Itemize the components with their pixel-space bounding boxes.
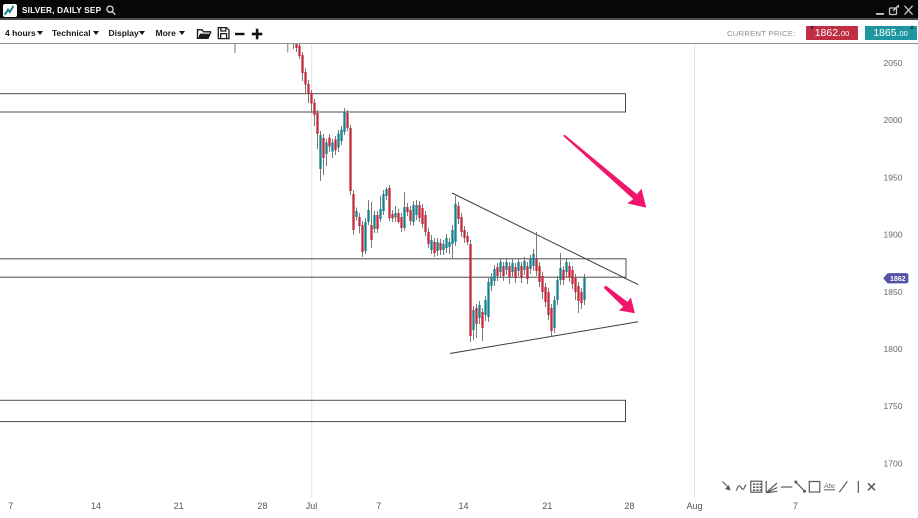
svg-text:7: 7 (8, 501, 13, 511)
svg-text:Jul: Jul (306, 501, 318, 511)
svg-text:1850: 1850 (884, 287, 903, 297)
svg-text:2000: 2000 (884, 115, 903, 125)
svg-text:1900: 1900 (884, 230, 903, 240)
svg-text:7: 7 (376, 501, 381, 511)
svg-text:21: 21 (174, 501, 184, 511)
svg-text:7: 7 (793, 501, 798, 511)
svg-text:Aug: Aug (686, 501, 702, 511)
svg-text:28: 28 (257, 501, 267, 511)
svg-text:1862: 1862 (890, 276, 906, 283)
svg-text:1700: 1700 (884, 458, 903, 468)
svg-text:1950: 1950 (884, 172, 903, 182)
svg-text:2050: 2050 (884, 58, 903, 68)
svg-text:Abc: Abc (823, 483, 836, 490)
svg-text:14: 14 (91, 501, 101, 511)
svg-text:21: 21 (542, 501, 552, 511)
svg-text:14: 14 (458, 501, 468, 511)
svg-text:1750: 1750 (884, 401, 903, 411)
svg-text:1800: 1800 (884, 344, 903, 354)
svg-text:28: 28 (624, 501, 634, 511)
